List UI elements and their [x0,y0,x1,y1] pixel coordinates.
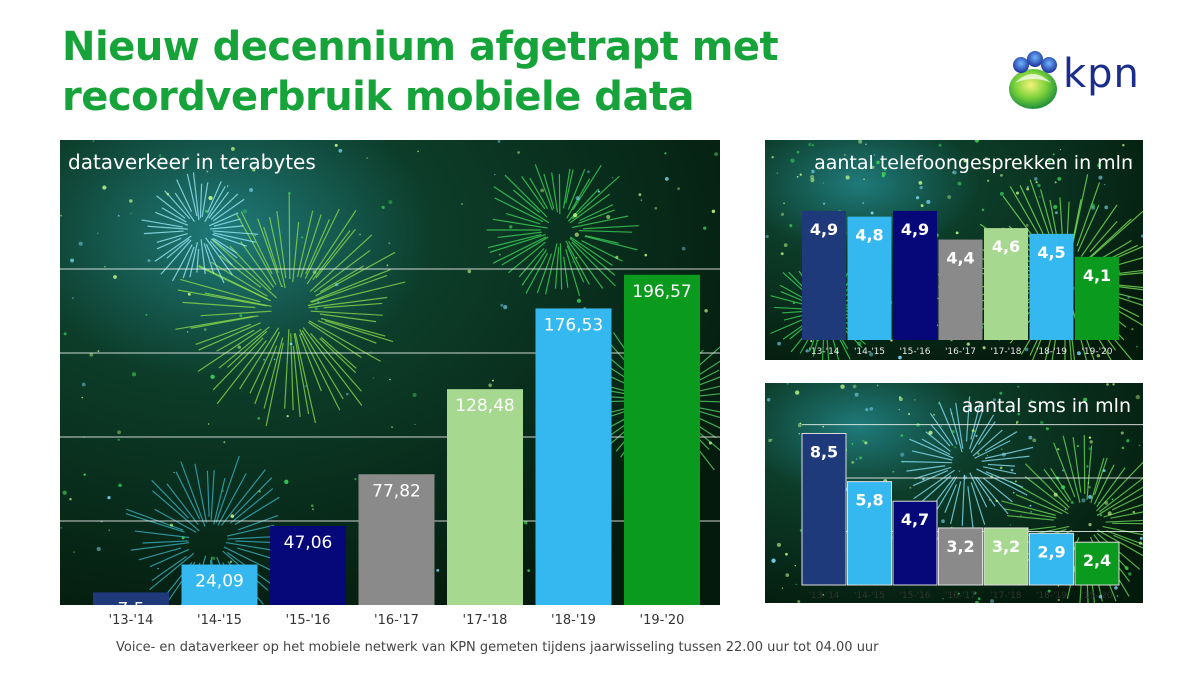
bar [801,432,847,586]
data-label: 4,5 [1037,243,1065,262]
calls-chart: 4,9 4,8 4,9 4,4 4,6 4,5 4,1 '13-'14 '14-'15 '15-'… [802,210,1119,357]
sms-chart-title: aantal sms in mln [961,395,1131,417]
x-tick-label: '16-'17 [945,591,976,601]
calls-chart-title: aantal telefoongesprekken in mln [814,152,1133,174]
data-label: 24,09 [195,572,244,592]
footnote: Voice- en dataverkeer op het mobiele net… [116,640,879,655]
bar [938,239,983,340]
data-traffic-chart: 7,5 24,09 47,06 77,82 128,48 176,53 196,57 [60,268,720,605]
bar [270,525,346,605]
x-tick-label: '13-'14 [808,591,839,601]
data-label: 4,7 [901,510,929,529]
x-tick-label: '13-'14 [109,613,154,628]
data-label: 2,9 [1037,542,1065,561]
data-label: 3,2 [992,537,1020,556]
data-label: 4,6 [992,237,1020,256]
main-chart-panel: 7,5 24,09 47,06 77,82 128,48 176,53 196,57 dat… [60,140,720,605]
bar [1074,541,1120,586]
x-tick-label: '18-'19 [551,613,596,628]
data-label: 128,48 [455,396,514,416]
bar [181,564,258,605]
data-label: 196,57 [632,282,691,302]
sms-chart-panel: 8,5 5,8 4,7 3,2 3,2 2,9 2,4 '13-'14 '14-'15 '15-'… [765,383,1143,603]
x-tick-label: '17-'18 [990,347,1021,357]
x-tick-label: '16-'17 [945,347,976,357]
x-tick-label: '14-'15 [854,347,885,357]
x-tick-label: '18-'19 [1036,347,1067,357]
x-tick-label: '18-'19 [1036,591,1067,601]
kpn-crown-icon [1009,51,1057,109]
data-label: 5,8 [855,491,883,510]
bar [984,228,1028,340]
firework-burst [486,164,639,297]
data-label: 8,5 [810,442,838,461]
bar [938,527,983,586]
bar [983,527,1029,586]
x-tick-label: '17-'18 [463,613,508,628]
bar [893,210,937,340]
data-label: 4,1 [1083,266,1111,285]
data-label: 47,06 [284,533,333,553]
data-label: 7,5 [117,599,144,605]
bar [802,210,846,340]
bar [535,308,612,605]
calls-chart-panel: 4,9 4,8 4,9 4,4 4,6 4,5 4,1 '13-'14 '14-'15 '15-'… [765,140,1143,360]
logo-text: kpn [1063,51,1140,97]
x-tick-label: '19-'20 [640,613,685,628]
firework-burst [175,193,406,427]
data-label: 77,82 [372,481,421,501]
data-label: 3,2 [946,537,974,556]
data-label: 4,8 [855,226,883,245]
x-tick-label: '19-'20 [1081,347,1112,357]
data-label: 4,4 [946,249,974,268]
x-tick-label: '15-'16 [286,613,331,628]
bar [1029,532,1074,586]
x-tick-label: '14-'15 [854,591,885,601]
bar [1075,256,1119,340]
x-tick-label: '15-'16 [899,347,930,357]
main-chart-title: dataverkeer in terabytes [68,150,316,174]
bar [358,474,435,605]
x-tick-label: '16-'17 [374,613,419,628]
data-label: 2,4 [1083,551,1111,570]
bar [847,481,892,586]
bar [93,592,169,605]
x-tick-label: '15-'16 [899,591,930,601]
bar [624,274,700,605]
x-tick-label: '13-'14 [808,347,839,357]
sms-chart: 8,5 5,8 4,7 3,2 3,2 2,9 2,4 '13-'14 '14-'15 '15-'… [801,424,1143,601]
x-tick-label: '14-'15 [197,613,242,628]
x-tick-label: '19-'20 [1081,591,1112,601]
data-label: 176,53 [544,315,603,335]
data-label: 4,9 [901,220,929,239]
bar [1029,233,1074,340]
page-title: Nieuw decennium afgetrapt met recordverb… [62,24,779,120]
data-label: 4,9 [810,220,838,239]
bar [892,500,938,586]
bar [847,216,892,340]
kpn-logo: kpn [1005,45,1155,115]
main-chart-x-axis: '13-'14 '14-'15 '15-'16 '16-'17 '17-'18 '18-'… [109,613,685,628]
bar [447,389,523,605]
x-tick-label: '17-'18 [990,591,1021,601]
